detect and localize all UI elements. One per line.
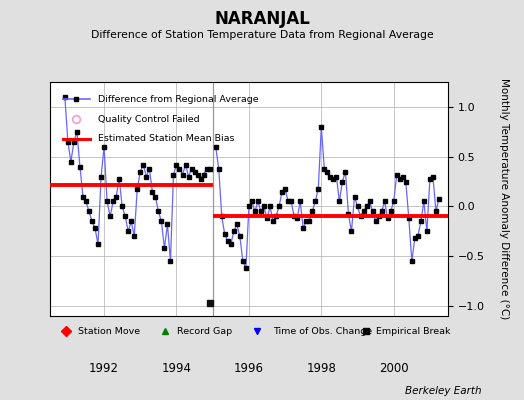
Text: Time of Obs. Change: Time of Obs. Change — [273, 326, 372, 336]
Text: Difference of Station Temperature Data from Regional Average: Difference of Station Temperature Data f… — [91, 30, 433, 40]
Text: Record Gap: Record Gap — [177, 326, 232, 336]
Text: 1998: 1998 — [307, 362, 336, 375]
Text: Empirical Break: Empirical Break — [376, 326, 451, 336]
Text: 1992: 1992 — [89, 362, 119, 375]
Y-axis label: Monthly Temperature Anomaly Difference (°C): Monthly Temperature Anomaly Difference (… — [499, 78, 509, 320]
Text: 1996: 1996 — [234, 362, 264, 375]
Text: Station Move: Station Move — [78, 326, 140, 336]
Text: Berkeley Earth: Berkeley Earth — [406, 386, 482, 396]
Text: Estimated Station Mean Bias: Estimated Station Mean Bias — [97, 134, 234, 143]
Text: 1994: 1994 — [161, 362, 191, 375]
Text: Difference from Regional Average: Difference from Regional Average — [97, 95, 258, 104]
Text: NARANJAL: NARANJAL — [214, 10, 310, 28]
Text: Quality Control Failed: Quality Control Failed — [97, 114, 199, 124]
Text: 2000: 2000 — [379, 362, 409, 375]
